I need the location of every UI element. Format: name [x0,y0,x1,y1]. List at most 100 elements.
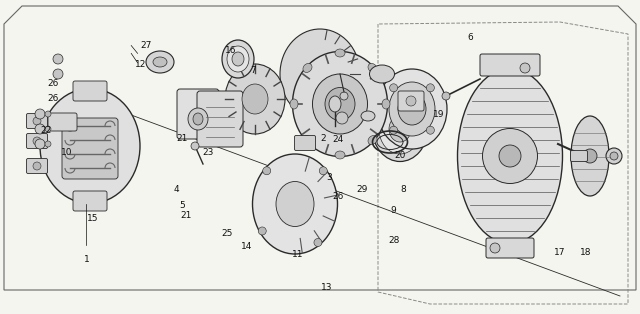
Ellipse shape [222,40,254,78]
Circle shape [35,139,45,149]
Circle shape [314,239,322,246]
Ellipse shape [153,57,167,67]
Text: 14: 14 [241,242,252,251]
Circle shape [336,112,348,124]
Ellipse shape [499,145,521,167]
Text: 26: 26 [47,79,59,88]
Text: 8: 8 [401,186,406,194]
Text: 13: 13 [321,283,332,292]
Text: 26: 26 [47,95,59,103]
Ellipse shape [369,65,394,83]
Text: 7: 7 [250,66,255,75]
Circle shape [35,124,45,134]
Ellipse shape [610,152,618,160]
Circle shape [35,109,45,119]
FancyBboxPatch shape [480,54,540,76]
Text: 26: 26 [332,192,344,201]
FancyBboxPatch shape [73,191,107,211]
Ellipse shape [227,46,249,72]
Ellipse shape [290,99,298,109]
Ellipse shape [398,93,426,125]
Circle shape [490,243,500,253]
Ellipse shape [303,63,312,73]
Ellipse shape [458,68,563,243]
Circle shape [33,162,41,170]
Circle shape [262,167,271,175]
Text: 24: 24 [332,135,344,144]
Circle shape [45,141,51,147]
Text: 2: 2 [321,134,326,143]
Ellipse shape [188,108,208,130]
FancyBboxPatch shape [62,118,118,179]
Ellipse shape [232,52,244,66]
FancyBboxPatch shape [26,113,47,128]
Circle shape [340,92,348,100]
Ellipse shape [312,74,367,134]
Ellipse shape [368,136,377,144]
Text: 4: 4 [173,186,179,194]
Text: 29: 29 [356,186,367,194]
Ellipse shape [335,49,345,57]
Ellipse shape [377,69,447,149]
FancyBboxPatch shape [177,89,219,139]
Text: 17: 17 [554,248,566,257]
Text: 5: 5 [180,201,185,210]
Ellipse shape [372,96,428,161]
Ellipse shape [292,51,387,156]
Ellipse shape [276,181,314,226]
Text: 21: 21 [180,211,191,219]
FancyBboxPatch shape [73,81,107,101]
Text: 18: 18 [580,248,591,257]
Ellipse shape [40,89,140,203]
Ellipse shape [329,96,341,112]
Ellipse shape [280,29,360,119]
Text: 28: 28 [388,236,399,245]
Ellipse shape [242,84,268,114]
Text: 23: 23 [202,148,214,157]
Text: 16: 16 [225,46,236,55]
FancyBboxPatch shape [26,159,47,174]
Ellipse shape [483,128,538,183]
Circle shape [390,84,397,92]
Ellipse shape [382,99,390,109]
Ellipse shape [146,51,174,73]
Circle shape [258,227,266,235]
Text: 9: 9 [391,206,396,215]
Ellipse shape [583,149,597,163]
Text: 25: 25 [221,230,233,238]
Text: 20: 20 [394,151,406,160]
FancyBboxPatch shape [48,113,77,131]
Circle shape [45,126,51,132]
Circle shape [33,117,41,125]
FancyBboxPatch shape [398,91,424,111]
Ellipse shape [325,88,355,121]
Circle shape [53,54,63,64]
Circle shape [426,126,435,134]
Text: 21: 21 [177,134,188,143]
Ellipse shape [361,111,375,121]
Text: 3: 3 [327,173,332,182]
Text: 15: 15 [87,214,99,223]
Circle shape [319,167,327,175]
Circle shape [442,92,450,100]
Text: 12: 12 [135,60,147,69]
Circle shape [426,84,435,92]
Circle shape [520,63,530,73]
Ellipse shape [606,148,622,164]
Ellipse shape [335,151,345,159]
Ellipse shape [303,136,312,144]
Ellipse shape [571,116,609,196]
Text: 10: 10 [61,148,73,157]
Ellipse shape [368,63,377,73]
FancyBboxPatch shape [294,136,316,150]
Text: 19: 19 [433,110,444,119]
Circle shape [390,126,397,134]
Text: 22: 22 [40,126,52,135]
FancyBboxPatch shape [570,150,588,161]
Ellipse shape [253,154,337,254]
Text: 11: 11 [292,250,303,259]
Circle shape [33,137,41,145]
FancyBboxPatch shape [26,133,47,149]
Ellipse shape [389,82,435,136]
Polygon shape [4,6,636,290]
